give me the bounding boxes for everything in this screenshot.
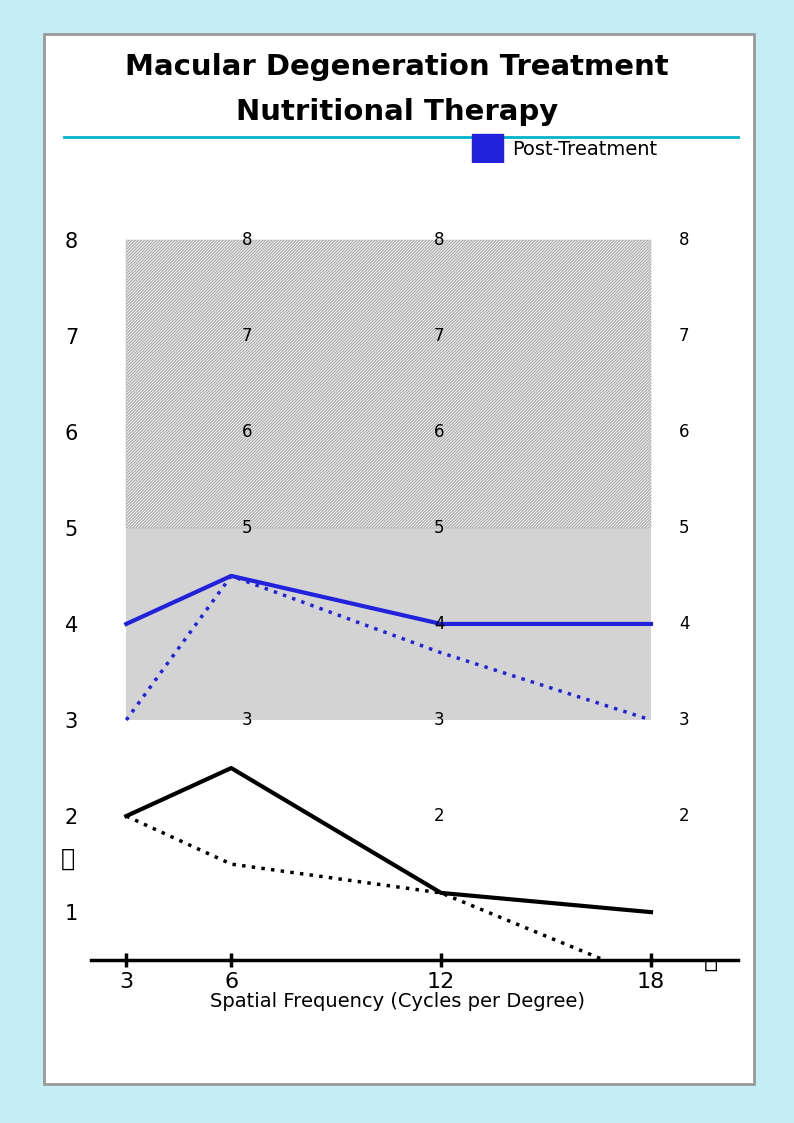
- Text: 3: 3: [679, 711, 689, 729]
- Text: 7: 7: [241, 327, 252, 345]
- Text: Ⓑ: Ⓑ: [291, 779, 305, 804]
- Bar: [472, 176, 503, 208]
- Text: 7: 7: [434, 327, 445, 345]
- Text: 7: 7: [679, 327, 689, 345]
- Text: Macular Degeneration Treatment: Macular Degeneration Treatment: [125, 54, 669, 81]
- Text: 4: 4: [679, 615, 689, 633]
- Text: 6: 6: [679, 423, 689, 441]
- Text: Ⓓ: Ⓓ: [703, 948, 718, 973]
- Text: Nutritional Therapy: Nutritional Therapy: [236, 99, 558, 126]
- Text: 8: 8: [241, 230, 252, 248]
- Text: 3: 3: [241, 711, 252, 729]
- Text: 5: 5: [679, 519, 689, 537]
- Text: Spatial Frequency (Cycles per Degree): Spatial Frequency (Cycles per Degree): [210, 993, 584, 1011]
- Text: 3: 3: [434, 711, 445, 729]
- Text: 6: 6: [241, 423, 252, 441]
- Text: 6: 6: [434, 423, 445, 441]
- Text: 4: 4: [434, 615, 445, 633]
- Text: Ⓒ: Ⓒ: [505, 847, 519, 871]
- Bar: [472, 134, 503, 165]
- Text: 2: 2: [679, 807, 689, 825]
- Bar: [175, 902, 213, 929]
- Text: Ages 20 - 55: Ages 20 - 55: [222, 873, 345, 891]
- FancyBboxPatch shape: [175, 868, 213, 895]
- Text: 5: 5: [434, 519, 445, 537]
- Text: 2: 2: [434, 807, 445, 825]
- FancyBboxPatch shape: [44, 34, 754, 1084]
- Text: OD: OD: [232, 784, 264, 804]
- Text: Pre-Treatment: Pre-Treatment: [512, 183, 648, 201]
- Text: 8: 8: [434, 230, 445, 248]
- Text: Ages 56 - 75: Ages 56 - 75: [222, 906, 346, 924]
- Text: Post-Treatment: Post-Treatment: [512, 140, 657, 158]
- Text: 5: 5: [241, 519, 252, 537]
- Text: 8: 8: [679, 230, 689, 248]
- Text: Ⓐ: Ⓐ: [60, 847, 75, 871]
- Text: OS: OS: [232, 818, 261, 838]
